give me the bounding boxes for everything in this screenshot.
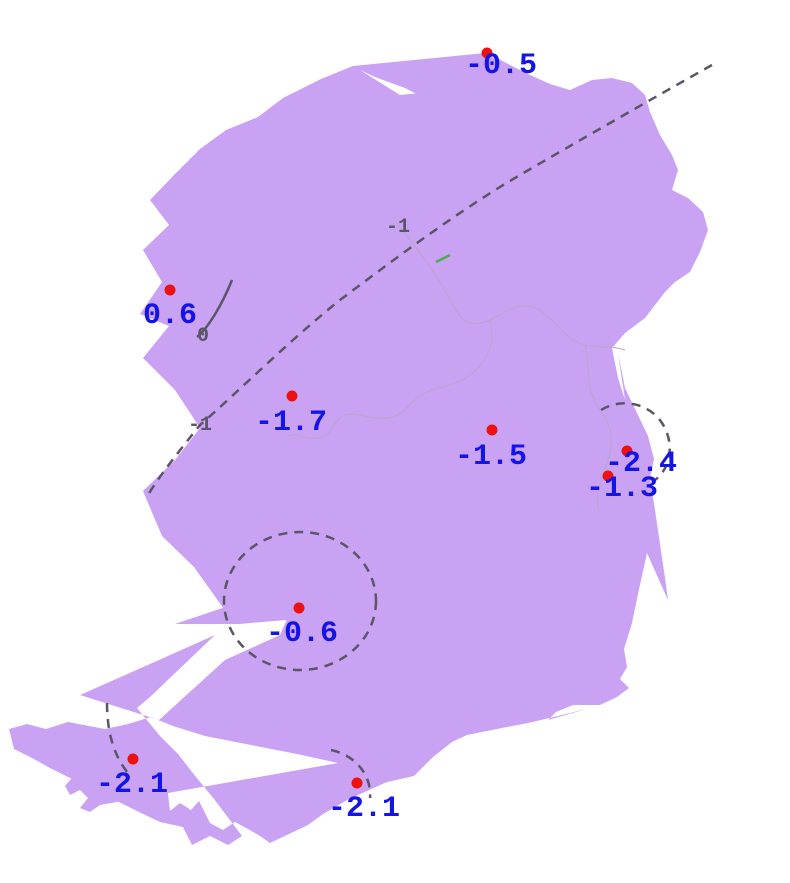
svg-text:-2.1: -2.1 <box>328 792 400 826</box>
svg-text:0: 0 <box>197 325 209 348</box>
svg-text:-1.7: -1.7 <box>255 406 327 440</box>
svg-text:-1: -1 <box>188 414 212 437</box>
svg-text:-1.5: -1.5 <box>455 440 527 474</box>
svg-text:-1: -1 <box>386 216 410 239</box>
svg-text:-0.6: -0.6 <box>266 617 338 651</box>
svg-text:-1.3: -1.3 <box>586 472 658 506</box>
svg-text:0.6: 0.6 <box>143 299 197 333</box>
svg-text:-2.1: -2.1 <box>96 768 168 802</box>
svg-text:-0.5: -0.5 <box>465 49 537 83</box>
